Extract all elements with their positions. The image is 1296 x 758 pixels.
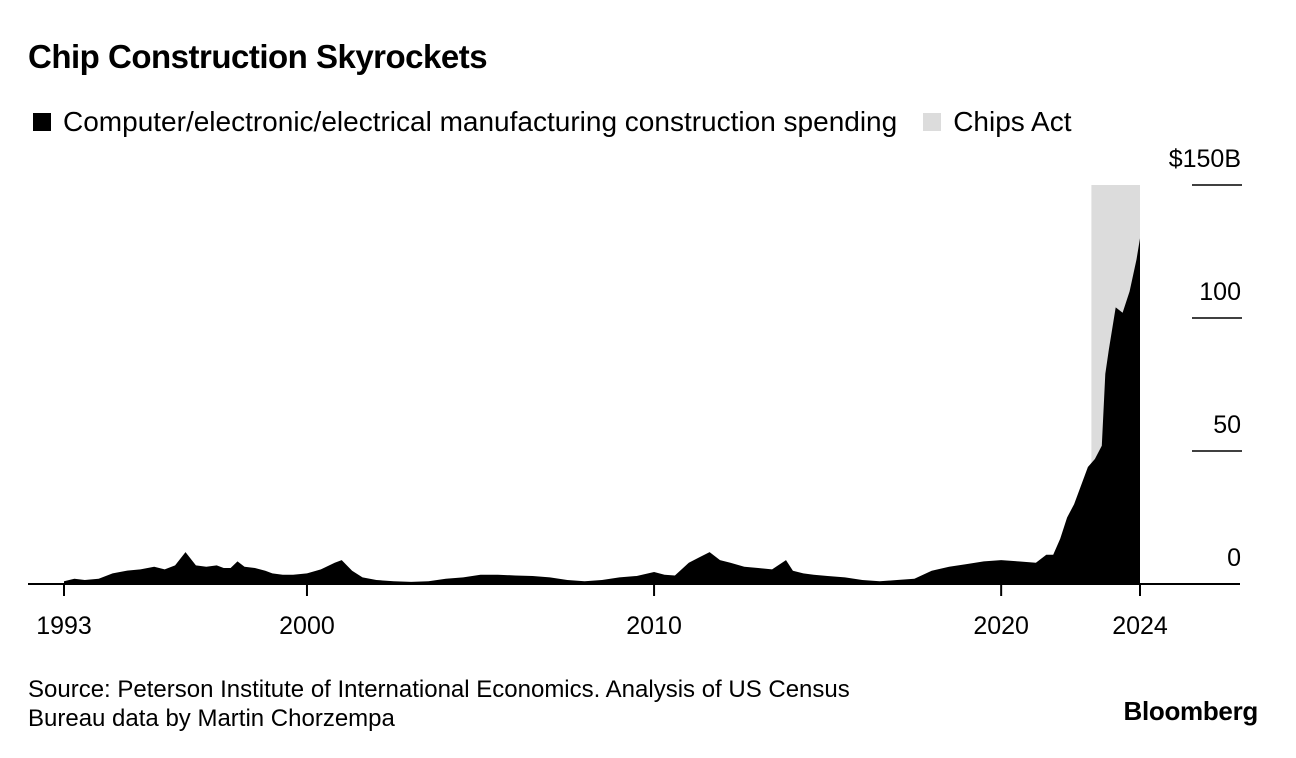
x-tick-label-1993: 1993: [36, 612, 92, 640]
x-tick-label-2010: 2010: [626, 612, 682, 640]
legend-item-chips-act: Chips Act: [923, 106, 1071, 138]
legend-swatch-chips-act: [923, 113, 942, 131]
x-tick-label-2024: 2024: [1112, 612, 1168, 640]
y-tick-label-150: $150B: [1169, 145, 1241, 173]
area-chart: 1993 2000 2010 2020 2024 0 50 100 $150B: [28, 145, 1242, 640]
chart-title: Chip Construction Skyrockets: [28, 38, 488, 75]
source-line-1: Source: Peterson Institute of Internatio…: [28, 676, 850, 703]
y-tick-label-0: 0: [1227, 544, 1241, 572]
legend: Computer/electronic/electrical manufactu…: [33, 104, 1097, 140]
series-area-0: [64, 238, 1140, 584]
y-tick-label-50: 50: [1213, 411, 1241, 439]
x-tick-label-2020: 2020: [973, 612, 1029, 640]
legend-label-chips-act: Chips Act: [953, 106, 1072, 137]
source-line-2: Bureau data by Martin Chorzempa: [28, 705, 395, 732]
x-tick-label-2000: 2000: [279, 612, 335, 640]
legend-item-spending: Computer/electronic/electrical manufactu…: [33, 106, 897, 138]
legend-swatch-spending: [33, 113, 51, 131]
source-note: Source: Peterson Institute of Internatio…: [28, 675, 988, 733]
legend-label-spending: Computer/electronic/electrical manufactu…: [63, 106, 898, 137]
bloomberg-logo: Bloomberg: [1123, 696, 1258, 726]
y-tick-label-100: 100: [1199, 278, 1241, 306]
